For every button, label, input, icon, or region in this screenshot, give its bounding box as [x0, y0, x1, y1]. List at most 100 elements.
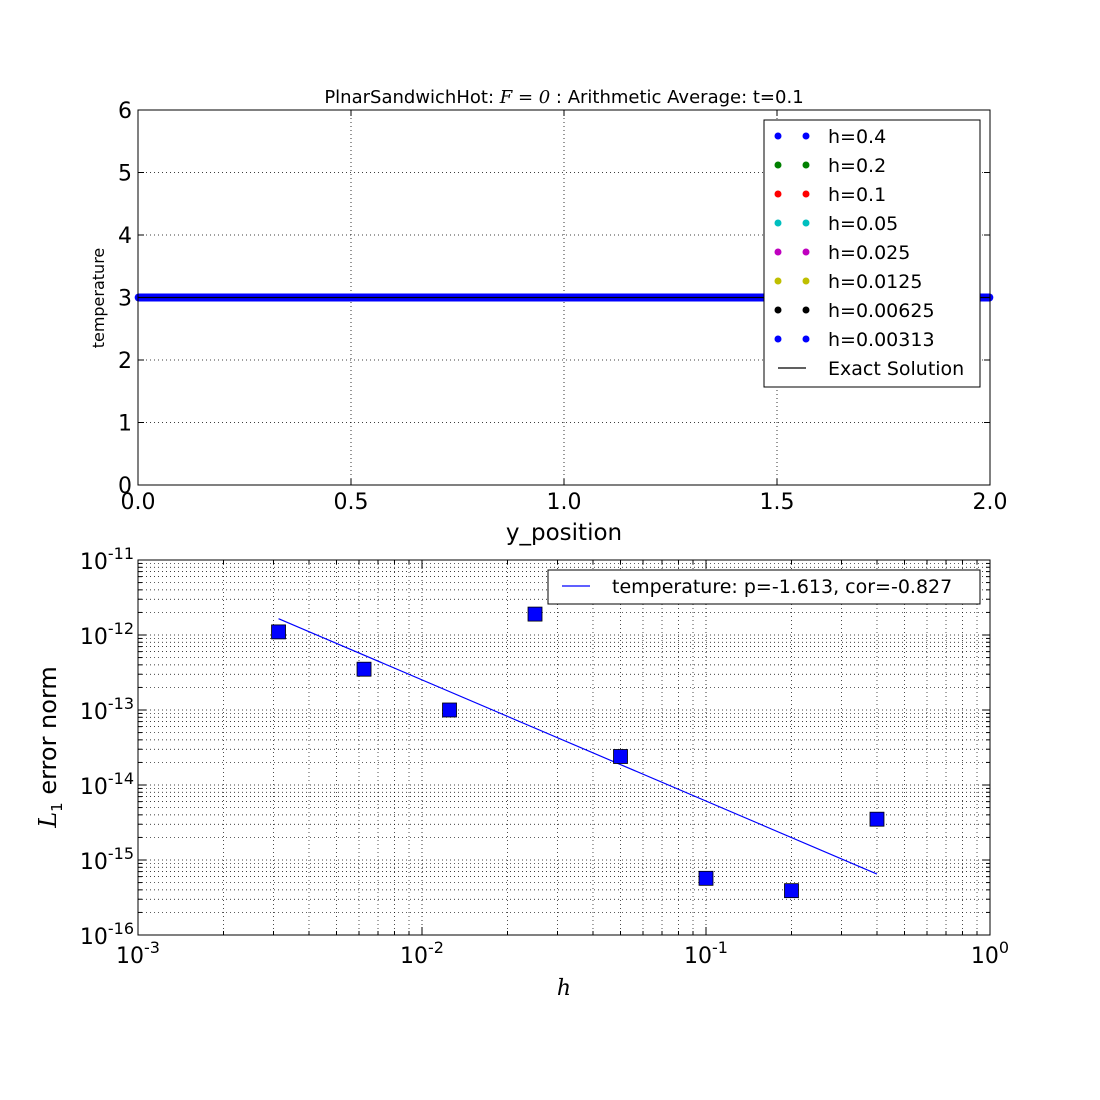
tick-base: 10 [971, 944, 999, 969]
y-axis-label-rest: error norm [34, 666, 62, 802]
bottom-y-tick-label: 10-15 [80, 844, 134, 875]
top-x-tick-label: 2.0 [973, 490, 1008, 515]
legend-marker [774, 219, 782, 227]
legend-marker [774, 277, 782, 285]
bottom-y-tick-label: 10-12 [80, 619, 134, 650]
legend-marker [802, 161, 810, 169]
chart-title: PlnarSandwichHot: F = 0 : Arithmetic Ave… [324, 87, 803, 108]
bottom-legend-box [547, 569, 981, 605]
legend-entry: h=0.00625 [774, 300, 935, 322]
bottom-x-tick-label: 10-3 [116, 938, 160, 969]
top-y-tick-label: 6 [118, 99, 132, 124]
bottom-y-axis-label: L1 error norm [34, 666, 66, 829]
legend-label: h=0.025 [828, 242, 910, 264]
bottom-y-tick-label: 10-13 [80, 694, 134, 725]
error-point [613, 749, 628, 764]
legend-label: h=0.0125 [828, 271, 922, 293]
legend-marker [802, 277, 810, 285]
legend-marker [802, 248, 810, 256]
tick-base: 10 [116, 944, 144, 969]
error-point [271, 624, 286, 640]
error-point [442, 702, 457, 718]
legend-marker [774, 161, 782, 169]
top-y-tick-label: 2 [118, 349, 132, 374]
temperature-profile-chart: PlnarSandwichHot: F = 0 : Arithmetic Ave… [89, 87, 1008, 546]
legend-marker [802, 306, 810, 314]
top-legend-box [763, 119, 981, 388]
legend-marker [774, 248, 782, 256]
bottom-x-tick-labels: 10-3 10-2 10-1 100 [116, 938, 1009, 969]
top-y-axis-label: temperature [89, 248, 108, 349]
top-y-tick-label: 3 [118, 287, 132, 312]
tick-exponent: -1 [712, 938, 728, 957]
legend-entry: h=0.05 [774, 213, 898, 235]
legend-marker [774, 190, 782, 198]
bottom-y-tick-label: 10-16 [80, 919, 134, 950]
legend-entry: h=0.1 [774, 184, 886, 206]
tick-base: 10 [684, 944, 712, 969]
bottom-x-tick-label: 100 [971, 938, 1009, 969]
tick-base: 10 [80, 700, 108, 725]
bottom-x-tick-label: 10-2 [400, 938, 444, 969]
error-point [698, 870, 714, 886]
top-data-marks [134, 293, 994, 302]
bottom-plot-frame [137, 559, 991, 936]
legend-entry: h=0.0125 [774, 271, 922, 293]
tick-base: 10 [80, 625, 108, 650]
legend-label: h=0.1 [828, 184, 886, 206]
top-y-tick-label: 1 [118, 412, 132, 437]
bottom-gridlines [138, 560, 990, 935]
top-x-axis-label: y_position [506, 520, 622, 546]
bottom-data-marks [271, 606, 885, 899]
legend-label: h=0.05 [828, 213, 898, 235]
legend-marker [774, 306, 782, 314]
fit-line [278, 618, 878, 875]
tick-base: 10 [400, 944, 428, 969]
top-y-tick-label: 5 [118, 162, 132, 187]
top-x-tick-labels: 0.0 0.5 1.0 1.5 2.0 [121, 490, 1008, 515]
tick-exponent: -2 [428, 938, 444, 957]
tick-base: 10 [80, 550, 108, 575]
bottom-x-axis-label: h [557, 976, 571, 1001]
legend-entry: Exact Solution [778, 358, 964, 380]
error-norm-chart: 10-3 10-2 10-1 100 10-1610-1510-1410-1310-1… [34, 544, 1009, 1001]
legend-entry: h=0.2 [774, 155, 886, 177]
legend-marker [802, 132, 810, 140]
error-point [869, 811, 885, 827]
top-x-tick-label: 0.5 [334, 490, 369, 515]
tick-base: 10 [80, 775, 108, 800]
top-x-tick-label: 0.0 [121, 490, 156, 515]
tick-exponent: -11 [108, 544, 134, 563]
chart-title-suffix: : Arithmetic Average: t=0.1 [550, 87, 803, 108]
chart-title-math: F = 0 [499, 87, 550, 108]
top-y-tick-label: 0 [118, 474, 132, 499]
legend-entry: h=0.025 [774, 242, 910, 264]
legend-entry: h=0.4 [774, 126, 886, 148]
top-x-tick-label: 1.5 [760, 490, 795, 515]
bottom-y-tick-label: 10-14 [80, 769, 134, 800]
legend-label: h=0.00625 [828, 300, 935, 322]
top-y-tick-labels: 0 1 2 3 4 5 6 [118, 99, 132, 499]
tick-exponent: -13 [108, 694, 134, 713]
y-axis-label-main: L [34, 812, 62, 829]
legend-marker [774, 335, 782, 343]
bottom-tick-marks [137, 559, 991, 936]
legend-label: Exact Solution [828, 358, 964, 380]
chart-title-prefix: PlnarSandwichHot: [324, 87, 499, 108]
error-point [784, 883, 799, 899]
legend-entry: h=0.00313 [774, 329, 935, 351]
error-point [356, 661, 372, 677]
top-gridlines [138, 110, 990, 485]
tick-exponent: -15 [108, 844, 134, 863]
error-point [527, 606, 543, 622]
top-tick-marks [137, 109, 991, 486]
legend-marker [774, 132, 782, 140]
bottom-legend: temperature: p=-1.613, cor=-0.827 [547, 569, 981, 605]
bottom-y-tick-label: 10-11 [80, 544, 134, 575]
legend-marker [802, 190, 810, 198]
tick-exponent: -3 [144, 938, 160, 957]
tick-base: 10 [80, 850, 108, 875]
bottom-x-tick-label: 10-1 [684, 938, 728, 969]
